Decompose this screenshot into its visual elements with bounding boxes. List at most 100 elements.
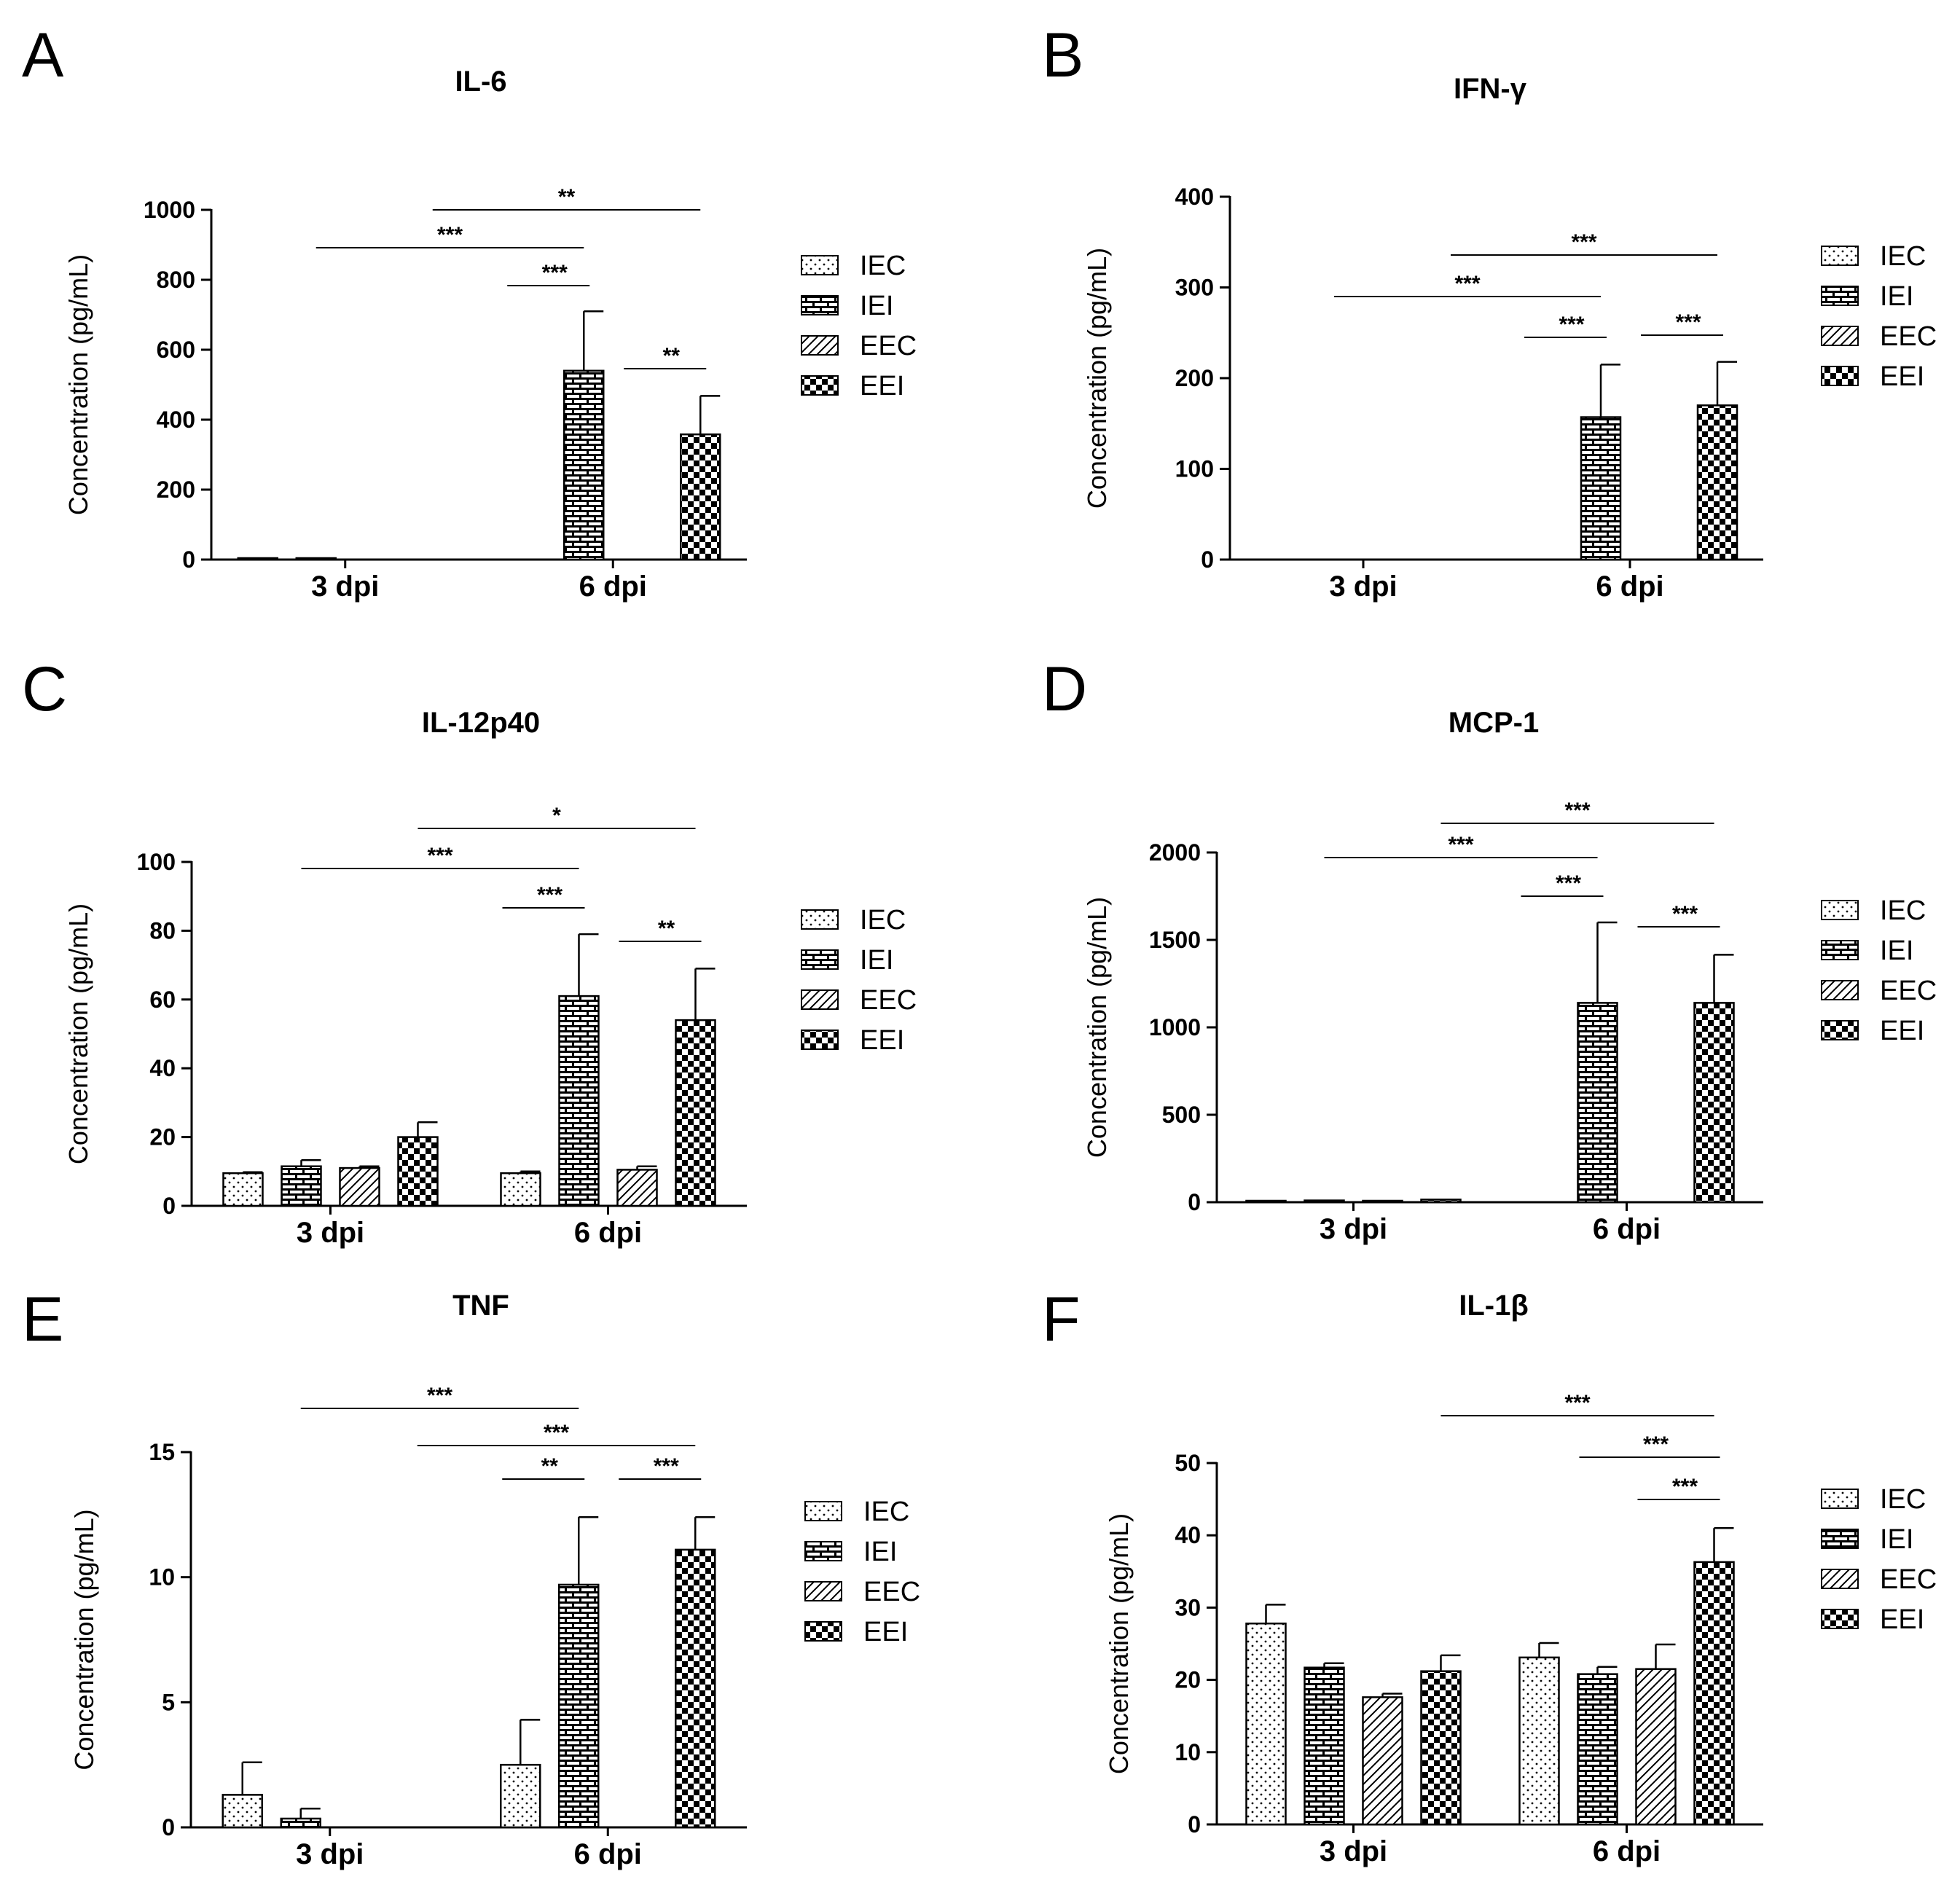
y-tick-label: 300	[1175, 275, 1214, 301]
bar-eec-3dpi	[1362, 1199, 1403, 1204]
bar-eec-6dpi	[1635, 1668, 1677, 1826]
y-tick-label: 5	[162, 1689, 175, 1715]
legend-label: IEI	[863, 1537, 897, 1567]
x-tick-label: 3 dpi	[1329, 570, 1397, 603]
x-tick-label: 3 dpi	[297, 1217, 364, 1249]
legend-swatch-iec	[801, 909, 839, 930]
significance-label: ***	[1559, 313, 1584, 337]
significance-label: ***	[1675, 310, 1701, 334]
legend-swatch-eec	[1821, 980, 1859, 1000]
y-axis-label: Concentration (pg/mL)	[63, 903, 93, 1164]
significance-label: ***	[1672, 1475, 1698, 1499]
panel-C: C IL-12p40 Concentration (pg/mL) 0 20 40 60 80 1…	[22, 654, 917, 1249]
bar-iec-6dpi	[1518, 1656, 1560, 1826]
significance-label: ***	[654, 1454, 679, 1478]
y-axis-label: Concentration (pg/mL)	[69, 1509, 99, 1770]
y-tick-label: 10	[149, 1564, 175, 1591]
bar-eei-6dpi	[675, 1548, 716, 1829]
legend-swatch-iei	[1821, 1529, 1859, 1549]
y-tick-label: 2000	[1149, 839, 1201, 866]
legend-swatch-iec	[804, 1501, 842, 1521]
bar-iei-3dpi	[1304, 1666, 1345, 1826]
chart-title: IFN-γ	[1454, 73, 1527, 105]
y-axis-label: Concentration (pg/mL)	[63, 254, 93, 515]
significance-label: ***	[1556, 871, 1581, 895]
panel-B: B IFN-γ Concentration (pg/mL) 0 100 200 300 400…	[1042, 20, 1937, 603]
bar-eei-6dpi	[1693, 1561, 1735, 1826]
bar-eec-6dpi	[616, 1169, 658, 1207]
x-tick-label: 3 dpi	[311, 570, 379, 603]
significance-label: ***	[1672, 902, 1698, 926]
legend-label: IEC	[1880, 241, 1926, 272]
legend-label: EEI	[863, 1617, 908, 1647]
legend-swatch-iei	[804, 1541, 842, 1561]
x-tick-label: 6 dpi	[1596, 570, 1663, 603]
bar-eei-3dpi	[1420, 1199, 1462, 1204]
bar-iei-3dpi	[281, 1165, 322, 1207]
legend-swatch-eei	[804, 1621, 842, 1642]
legend-label: EEC	[860, 985, 917, 1016]
legend-label: EEC	[863, 1577, 920, 1607]
significance-label: ***	[537, 883, 562, 907]
legend-swatch-eei	[801, 375, 839, 396]
bar-iec-6dpi	[500, 1763, 541, 1829]
panel-D: D MCP-1 Concentration (pg/mL) 0 500 1000 1500 2…	[1042, 654, 1937, 1245]
y-tick-label: 100	[137, 849, 176, 875]
y-tick-label: 40	[149, 1055, 176, 1081]
y-tick-label: 200	[1175, 365, 1214, 391]
bar-eec-3dpi	[1362, 1696, 1403, 1826]
x-tick-label: 6 dpi	[579, 570, 647, 603]
legend-swatch-iec	[1821, 246, 1859, 266]
y-tick-label: 0	[1201, 546, 1214, 573]
y-tick-label: 0	[162, 1814, 175, 1840]
bar-eei-3dpi	[1420, 1670, 1462, 1826]
panel-A: A IL-6 Concentration (pg/mL) 0 200 400 600 800 1…	[22, 20, 917, 603]
bar-iei-6dpi	[1577, 1673, 1618, 1826]
legend-swatch-eec	[801, 335, 839, 356]
significance-label: ***	[1571, 230, 1596, 254]
y-tick-label: 60	[149, 987, 176, 1013]
x-tick-label: 3 dpi	[296, 1838, 364, 1870]
x-tick-label: 6 dpi	[574, 1217, 642, 1249]
legend-label: IEI	[860, 945, 893, 976]
significance-label: ***	[1643, 1432, 1669, 1456]
significance-label: ***	[1448, 833, 1473, 857]
chart-title: IL-1β	[1459, 1290, 1529, 1322]
y-tick-label: 10	[1175, 1739, 1201, 1765]
legend-label: EEI	[860, 1025, 904, 1056]
y-tick-label: 400	[157, 407, 195, 433]
y-tick-label: 200	[157, 477, 195, 503]
significance-label: *	[552, 804, 561, 828]
y-axis-label: Concentration (pg/mL)	[1082, 897, 1112, 1158]
significance-label: ***	[544, 1421, 569, 1445]
legend-swatch-eec	[1821, 326, 1859, 346]
legend-swatch-eec	[801, 989, 839, 1010]
y-tick-label: 30	[1175, 1594, 1201, 1620]
y-tick-label: 80	[149, 917, 176, 944]
legend-swatch-iec	[801, 255, 839, 275]
y-tick-label: 0	[1188, 1189, 1201, 1215]
chart-title: IL-6	[455, 66, 506, 98]
bar-eec-3dpi	[339, 1166, 380, 1207]
bar-iei-3dpi	[280, 1817, 321, 1829]
y-tick-label: 1000	[144, 197, 195, 223]
significance-label: ***	[437, 223, 463, 247]
panel-letter: E	[22, 1285, 63, 1354]
bar-eei-3dpi	[397, 1136, 439, 1207]
panel-letter: C	[22, 654, 67, 724]
significance-label: ***	[427, 844, 452, 868]
legend-label: EEI	[1880, 1016, 1924, 1046]
significance-label: ***	[427, 1384, 452, 1408]
bar-iec-3dpi	[1245, 1622, 1287, 1826]
y-tick-label: 20	[1175, 1667, 1201, 1693]
legend-label: EEI	[1880, 1604, 1924, 1635]
legend-label: IEC	[1880, 1484, 1926, 1515]
legend-swatch-iei	[1821, 940, 1859, 960]
significance-label: **	[558, 185, 576, 209]
bar-eei-6dpi	[1696, 404, 1738, 561]
bar-iei-6dpi	[558, 995, 600, 1207]
y-tick-label: 15	[149, 1439, 175, 1465]
legend-label: EEC	[860, 331, 917, 361]
panel-letter: A	[22, 20, 64, 90]
panel-letter: D	[1042, 654, 1087, 724]
